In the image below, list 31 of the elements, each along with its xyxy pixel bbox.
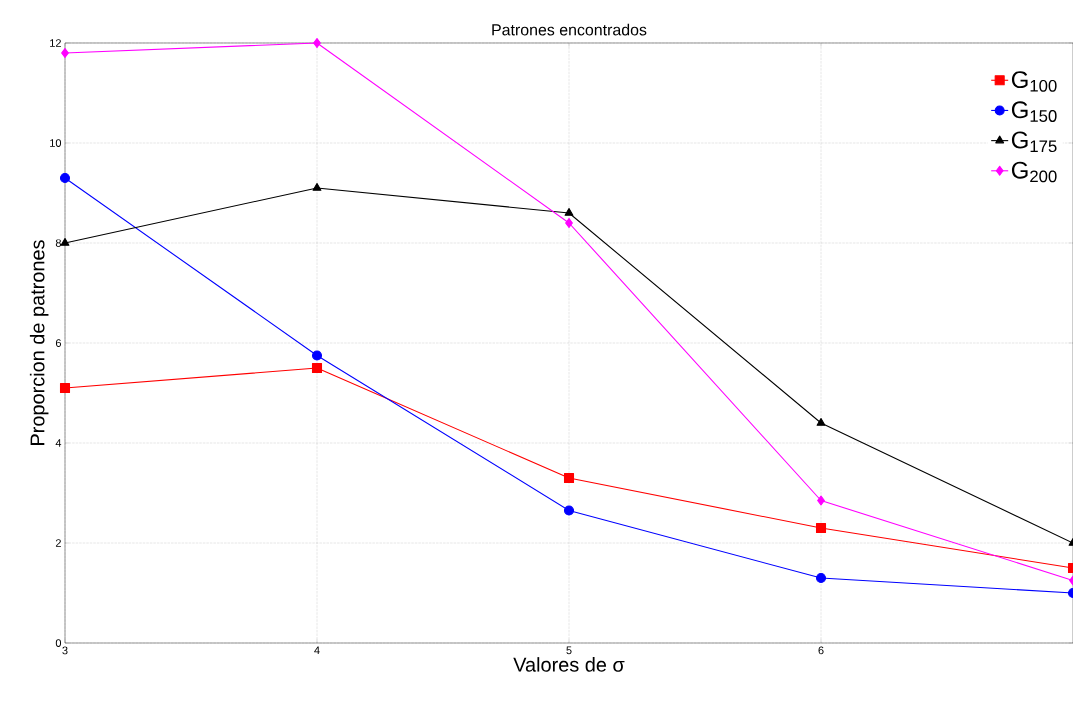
point (311, 362, 323, 374)
point (816, 417, 826, 426)
x-tick-label: 6 (818, 646, 824, 655)
point (563, 472, 575, 484)
y-tick-label: 10 (50, 139, 62, 147)
x-tick-label: 5 (566, 646, 572, 655)
y-tick-label: 0 (55, 639, 62, 647)
chart-title: Patrones encontrados (492, 23, 647, 36)
point (60, 237, 70, 246)
point (311, 350, 323, 361)
point (563, 505, 575, 516)
legend-label: G$_{175}$ (1011, 131, 1057, 153)
point (312, 182, 322, 191)
point (564, 207, 574, 216)
legend-label: G$_{100}$ (1011, 71, 1057, 92)
point (59, 382, 71, 394)
x-tick-label: 3 (62, 646, 68, 655)
point (817, 495, 825, 506)
y-tick-label: 12 (50, 39, 61, 47)
y-axis-title: Proporcion de patrones (29, 240, 49, 445)
x-tick-label: 4 (314, 646, 320, 655)
legend-label: G$_{150}$ (1011, 101, 1057, 122)
y-tick-label: 2 (55, 539, 61, 547)
legend-label: G$_{200}$ (1011, 161, 1057, 183)
point (815, 522, 827, 534)
point (59, 172, 71, 184)
x-axis-title: Valores de σ (513, 657, 625, 672)
point (815, 572, 827, 584)
y-tick-label: 4 (55, 439, 62, 447)
y-tick-label: 6 (55, 339, 61, 347)
y-tick-label: 8 (55, 239, 61, 247)
